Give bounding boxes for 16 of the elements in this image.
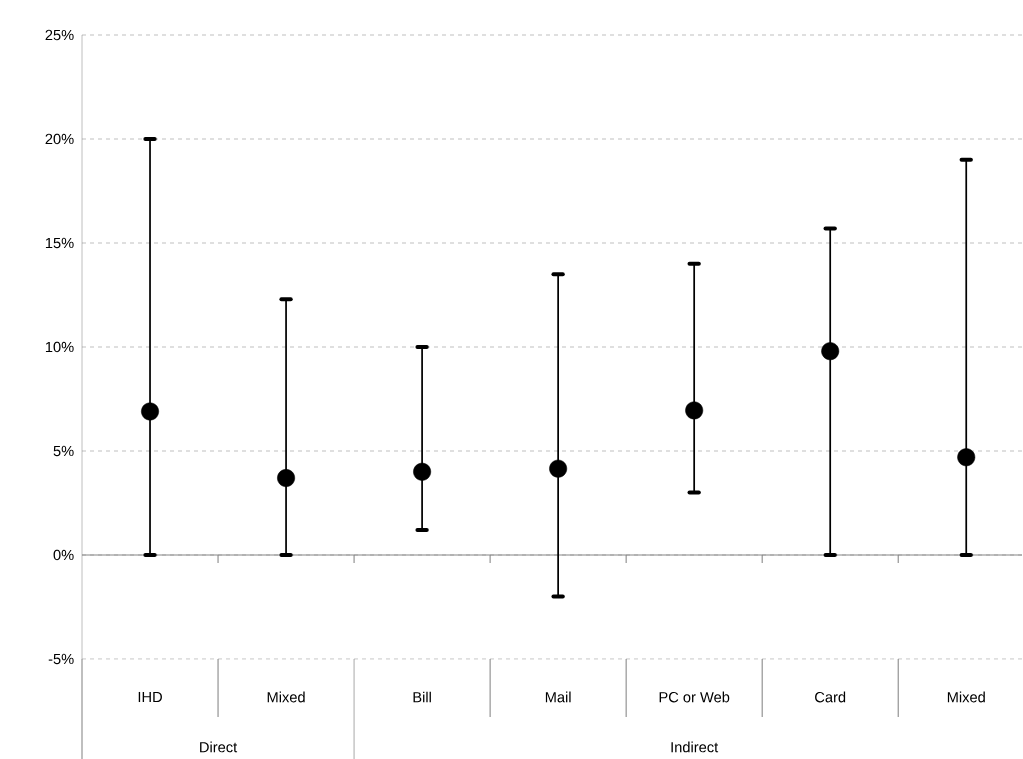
x-tick-label: Card xyxy=(815,691,846,703)
x-tick-label: Mail xyxy=(545,691,571,703)
y-tick-label: 0% xyxy=(53,549,74,561)
x-tick-label: Mixed xyxy=(267,691,305,703)
y-tick-label: 20% xyxy=(45,133,74,145)
x-tick-label: Mixed xyxy=(947,691,985,703)
y-tick-label: 10% xyxy=(45,341,74,353)
y-tick-label: 15% xyxy=(45,237,74,249)
y-tick-label: 25% xyxy=(45,29,74,41)
y-tick-label: -5% xyxy=(48,653,74,665)
text: Direct xyxy=(200,741,238,753)
x-tick-label: Bill xyxy=(413,691,431,703)
text: Indirect xyxy=(671,741,719,753)
y-tick-label: 5% xyxy=(53,445,74,457)
x-tick-label: PC or Web xyxy=(659,691,730,703)
x-tick-label: IHD xyxy=(138,691,162,703)
